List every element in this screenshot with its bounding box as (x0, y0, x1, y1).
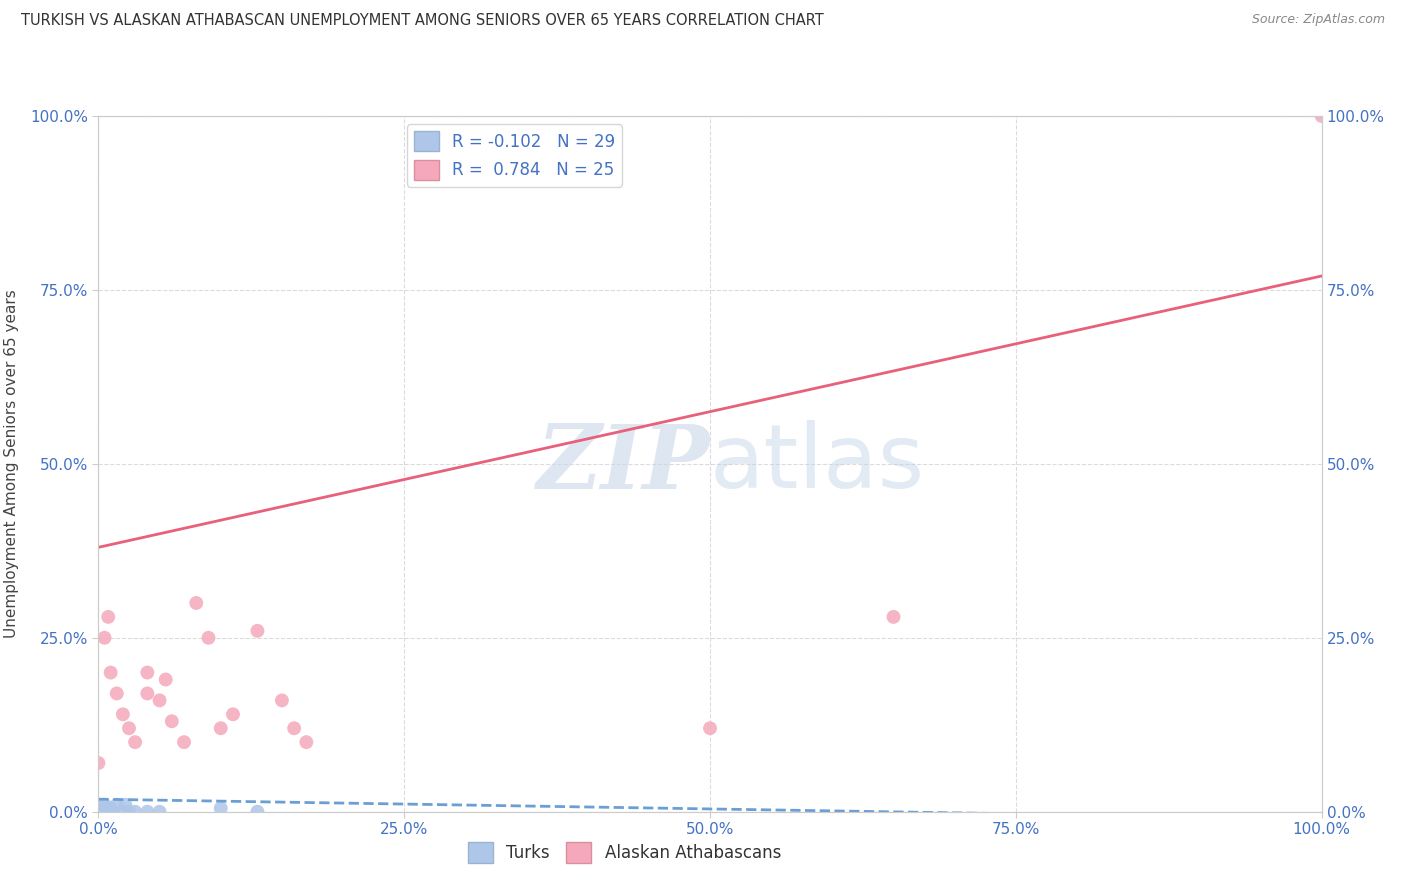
Point (87, 800, 110, 814)
Text: ZIP: ZIP (537, 421, 710, 507)
Point (699, 721, 721, 735)
Point (197, 631, 219, 645)
Point (124, 735, 146, 749)
Point (155, 673, 177, 687)
Legend: Turks, Alaskan Athabascans: Turks, Alaskan Athabascans (461, 836, 787, 870)
Point (91, 801, 114, 815)
Point (100, 801, 122, 815)
Point (111, 707, 134, 722)
Text: TURKISH VS ALASKAN ATHABASCAN UNEMPLOYMENT AMONG SENIORS OVER 65 YEARS CORRELATI: TURKISH VS ALASKAN ATHABASCAN UNEMPLOYME… (21, 13, 824, 29)
Point (100, 665, 122, 680)
Text: Source: ZipAtlas.com: Source: ZipAtlas.com (1251, 13, 1385, 27)
Point (295, 735, 318, 749)
Point (87, 756, 110, 770)
Point (90, 805, 112, 819)
Point (209, 801, 232, 815)
Point (1310, 109, 1333, 123)
Point (149, 693, 172, 707)
Point (101, 805, 124, 819)
Point (93, 805, 115, 819)
Point (173, 735, 195, 749)
Point (87, 803, 110, 817)
Point (87, 797, 110, 812)
Point (222, 707, 245, 722)
Point (87, 801, 110, 815)
Point (883, 610, 905, 624)
Point (97, 801, 120, 815)
Point (87, 805, 110, 819)
Point (149, 805, 172, 819)
Point (100, 805, 122, 819)
Point (87, 805, 110, 819)
Point (124, 805, 146, 819)
Point (105, 686, 128, 700)
Point (96, 805, 118, 819)
Point (246, 624, 269, 638)
Point (209, 721, 232, 735)
Point (93, 631, 115, 645)
Point (246, 805, 269, 819)
Point (93, 797, 115, 812)
Point (114, 797, 136, 812)
Point (136, 665, 159, 680)
Y-axis label: Unemployment Among Seniors over 65 years: Unemployment Among Seniors over 65 years (4, 290, 18, 638)
Point (87, 805, 110, 819)
Point (87, 805, 110, 819)
Point (87, 805, 110, 819)
Point (136, 686, 159, 700)
Point (118, 721, 141, 735)
Point (105, 797, 128, 812)
Point (87, 803, 110, 817)
Point (118, 805, 141, 819)
Point (283, 721, 305, 735)
Point (270, 693, 294, 707)
Point (97, 610, 120, 624)
Point (160, 714, 183, 729)
Point (136, 805, 159, 819)
Point (111, 805, 134, 819)
Point (87, 805, 110, 819)
Point (186, 596, 208, 610)
Text: atlas: atlas (710, 420, 925, 508)
